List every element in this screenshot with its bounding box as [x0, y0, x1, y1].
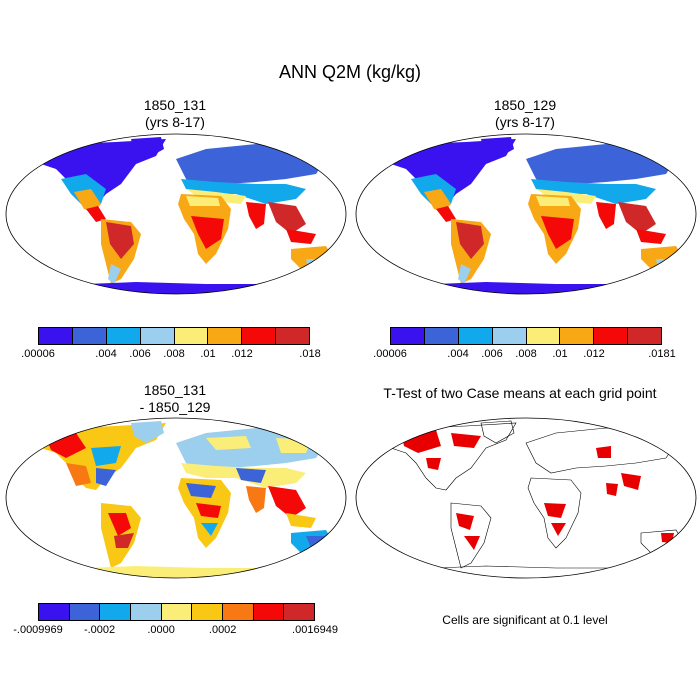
- map-bottom-right: [355, 417, 697, 579]
- colorbar-tick-label: .008: [515, 348, 537, 360]
- colorbar-swatch: [526, 328, 561, 344]
- panel-title-top-left: 1850_131 (yrs 8-17): [60, 97, 290, 131]
- colorbar-swatch: [492, 328, 527, 344]
- colorbar-tick-label: .0002: [208, 624, 237, 636]
- colorbar-tick-label: .0000: [147, 624, 175, 636]
- colorbar-swatch: [391, 328, 425, 344]
- panel-title-line1: 1850_129: [493, 97, 557, 113]
- panel-title-top-right: 1850_129 (yrs 8-17): [410, 97, 640, 131]
- colorbar-tick-label: .018: [299, 348, 321, 360]
- colorbar-swatch: [174, 328, 209, 344]
- colorbar-tick-label: .01: [552, 348, 568, 360]
- colorbar-swatch: [140, 328, 175, 344]
- colorbar-top-right: [390, 327, 662, 345]
- colorbar-swatch: [39, 328, 73, 344]
- colorbar-tick-label: .006: [481, 348, 503, 360]
- colorbar-swatch: [628, 328, 661, 344]
- colorbar-bottom-left: [38, 603, 315, 621]
- panel-title-line1: T-Test of two Case means at each grid po…: [383, 385, 657, 401]
- colorbar-swatch: [72, 328, 107, 344]
- colorbar-swatch: [100, 604, 132, 620]
- map-top-left: [5, 133, 347, 295]
- colorbar-tick-label: .00006: [21, 348, 55, 360]
- colorbar-swatch: [560, 328, 595, 344]
- colorbar-tick-label: -.0002: [83, 624, 116, 636]
- panel-title-line1: 1850_131: [143, 97, 207, 113]
- colorbar-tick-label: .0016949: [292, 624, 338, 636]
- colorbar-swatch: [69, 604, 101, 620]
- colorbar-swatch: [192, 604, 224, 620]
- colorbar-swatch: [39, 604, 70, 620]
- colorbar-swatch: [276, 328, 309, 344]
- colorbar-tick-label: .0181: [648, 348, 676, 360]
- colorbar-tick-label: .012: [231, 348, 253, 360]
- colorbar-tick-label: .006: [129, 348, 151, 360]
- colorbar-swatch: [131, 604, 162, 620]
- colorbar-swatch: [208, 328, 243, 344]
- panel-title-line2: (yrs 8-17): [495, 114, 555, 130]
- colorbar-swatch: [253, 604, 285, 620]
- panel-title-line2: (yrs 8-17): [145, 114, 205, 130]
- colorbar-swatch: [242, 328, 277, 344]
- colorbar-tick-label: .012: [583, 348, 605, 360]
- significance-note: Cells are significant at 0.1 level: [442, 613, 608, 627]
- colorbar-swatch: [161, 604, 193, 620]
- colorbar-tick-label: .008: [163, 348, 185, 360]
- panel-title-bottom-left: 1850_131 - 1850_129: [60, 382, 290, 416]
- colorbar-swatch: [284, 604, 315, 620]
- panel-title-line1: 1850_131: [143, 382, 207, 398]
- colorbar-swatch: [424, 328, 459, 344]
- colorbar-tick-label: .01: [200, 348, 216, 360]
- colorbar-swatch: [223, 604, 254, 620]
- colorbar-tick-label: .004: [447, 348, 469, 360]
- colorbar-tick-label: .00006: [373, 348, 407, 360]
- colorbar-top-left: [38, 327, 310, 345]
- figure-title: ANN Q2M (kg/kg): [278, 62, 422, 82]
- colorbar-swatch: [458, 328, 493, 344]
- map-bottom-left: [5, 417, 347, 579]
- panel-title-bottom-right: T-Test of two Case means at each grid po…: [340, 385, 700, 402]
- map-top-right: [355, 133, 697, 295]
- colorbar-tick-label: -.0009969: [13, 624, 63, 636]
- colorbar-swatch: [594, 328, 629, 344]
- panel-title-line2: - 1850_129: [139, 399, 211, 415]
- colorbar-tick-label: .004: [95, 348, 117, 360]
- colorbar-swatch: [106, 328, 141, 344]
